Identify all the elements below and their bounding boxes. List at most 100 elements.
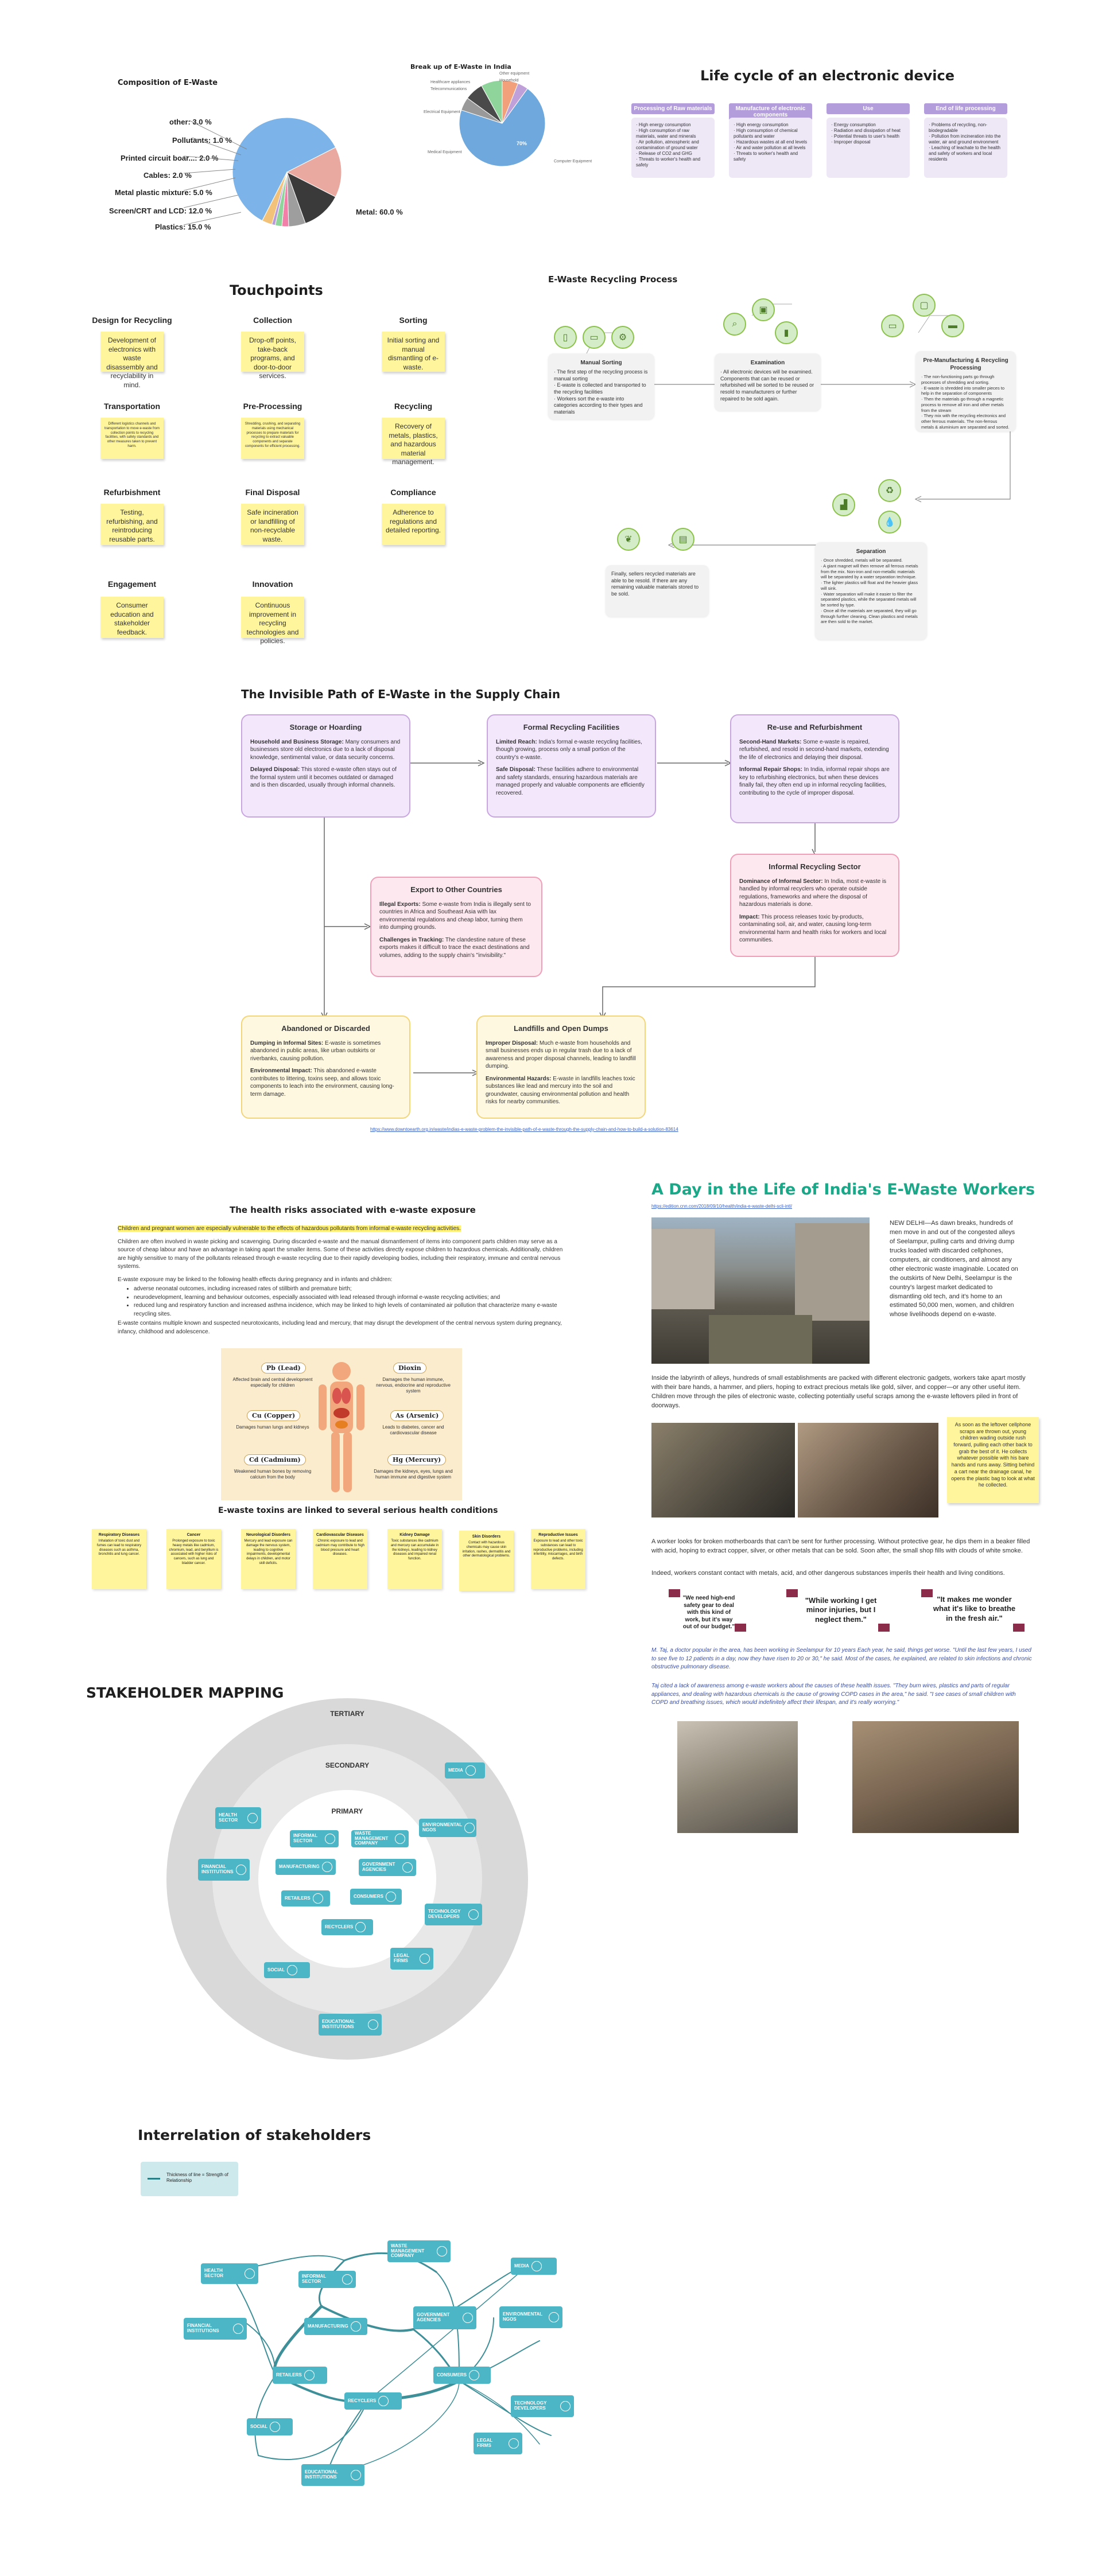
health-title: The health risks associated with e-waste… <box>230 1205 476 1215</box>
inter-env-ngos[interactable]: ENVIRONMENTAL NGOS <box>499 2306 562 2328</box>
article-title: A Day in the Life of India's E-Waste Wor… <box>651 1181 1035 1198</box>
supply-chain-source-link[interactable]: https://www.downtoearth.org.in/waste/ind… <box>370 1127 678 1132</box>
sk-legal-firms[interactable]: LEGAL FIRMS <box>390 1948 433 1970</box>
sc-formal-title: Formal Recycling Facilities <box>523 723 620 731</box>
sk-financial[interactable]: FINANCIAL INSTITUTIONS <box>198 1859 250 1881</box>
sk-consumers[interactable]: CONSUMERS <box>350 1889 402 1905</box>
tp-note-0: Development of electronics with waste di… <box>100 332 164 389</box>
process-body-4: Finally, sellers recycled materials are … <box>611 571 699 597</box>
bin-icon <box>395 1834 405 1844</box>
india-label-6: Computer Equipment <box>554 159 592 164</box>
school-icon <box>351 2470 361 2480</box>
box-icon: ▤ <box>672 528 694 551</box>
process-separation: Separation · Once shredded, metals will b… <box>815 542 927 640</box>
toxins-panel: Pb (Lead) Affected brain and central dev… <box>221 1348 462 1500</box>
toxin-name-4: Cd (Cadmium) <box>244 1454 306 1465</box>
tp-note-10: Continuous improvement in recycling tech… <box>241 597 304 645</box>
tp-note-9: Consumer education and stakeholder feedb… <box>100 597 164 638</box>
inter-educational[interactable]: EDUCATIONAL INSTITUTIONS <box>301 2464 364 2486</box>
ewaste-pie-slice-7 <box>262 172 288 225</box>
sc-informal-box: Informal Recycling Sector Dominance of I… <box>730 854 899 957</box>
sk-informal-sector[interactable]: INFORMAL SECTOR <box>290 1830 339 1847</box>
condition-note-5: Skin Disorders Contact with hazardous che… <box>459 1531 514 1591</box>
stakeholder-rings <box>166 1698 528 2060</box>
inter-consumers[interactable]: CONSUMERS <box>433 2367 491 2384</box>
sk-educational[interactable]: EDUCATIONAL INSTITUTIONS <box>319 2014 382 2036</box>
inter-media[interactable]: MEDIA <box>511 2258 557 2275</box>
process-body-2: · The non-functioning parts go through p… <box>921 374 1010 430</box>
pie-label-other: other: 3.0 % <box>169 118 212 126</box>
scale-icon <box>509 2438 519 2449</box>
school-icon <box>368 2019 378 2030</box>
article-para2: Inside the labyrinth of alleys, hundreds… <box>651 1375 1026 1409</box>
chip-icon <box>560 2401 571 2411</box>
factory-icon: ▟ <box>832 493 855 516</box>
lifecycle-body-2: · Energy consumption · Radiation and dis… <box>826 118 910 178</box>
inter-legal-firms[interactable]: LEGAL FIRMS <box>474 2433 522 2454</box>
sk-media[interactable]: MEDIA <box>445 1762 485 1779</box>
sk-waste-management[interactable]: WASTE MANAGEMENT COMPANY <box>351 1830 409 1847</box>
sc-formal-p2: These facilities adhere to environmental… <box>496 766 645 796</box>
health-conditions-title: E-waste toxins are linked to several ser… <box>218 1506 498 1515</box>
inter-health-sector[interactable]: HEALTH SECTOR <box>201 2263 258 2284</box>
process-title-2: Pre-Manufacturing & Recycling Processing <box>923 357 1008 371</box>
building-icon <box>402 1862 413 1873</box>
magnifier-icon: ⌕ <box>723 313 746 336</box>
health-bullet-0: adverse neonatal outcomes, including inc… <box>134 1285 565 1294</box>
bin-icon <box>437 2246 447 2256</box>
recycle-icon <box>355 1922 366 1932</box>
quote-mark-icon <box>735 1624 746 1632</box>
toxin-name-0: Pb (Lead) <box>261 1363 306 1373</box>
india-label-1: Household <box>499 79 519 83</box>
sc-formal-p1: India's formal e-waste recycling facilit… <box>496 738 642 761</box>
sc-storage-title: Storage or Hoarding <box>289 723 362 731</box>
sc-landfill-p2: E-waste in landfills leaches toxic subst… <box>486 1075 635 1106</box>
sc-landfill-box: Landfills and Open Dumps Improper Dispos… <box>476 1015 646 1119</box>
inter-waste-management[interactable]: WASTE MANAGEMENT COMPANY <box>387 2240 451 2262</box>
leaf-icon: ❦ <box>617 528 640 551</box>
pie-label-mpm: Metal plastic mixture: 5.0 % <box>115 188 212 197</box>
sk-retailers[interactable]: RETAILERS <box>281 1890 330 1906</box>
computer-icon: ▭ <box>881 314 904 337</box>
article-para6: Taj cited a lack of awareness among e-wa… <box>651 1683 1016 1706</box>
process-manual-sorting: Manual Sorting · The first step of the re… <box>548 353 654 419</box>
toxin-desc-5: Damages the kidneys, eyes, lungs and hum… <box>374 1469 453 1480</box>
article-link[interactable]: https://edition.cnn.com/2018/09/10/healt… <box>651 1204 793 1209</box>
inter-informal-sector[interactable]: INFORMAL SECTOR <box>298 2271 356 2288</box>
chip-icon <box>468 1909 479 1920</box>
recycling-title: E-Waste Recycling Process <box>548 274 678 285</box>
inter-recyclers[interactable]: RECYCLERS <box>344 2392 402 2410</box>
person-icon <box>469 2370 480 2380</box>
sc-storage-box: Storage or Hoarding Household and Busine… <box>241 714 410 818</box>
pie-label-screen: Screen/CRT and LCD: 12.0 % <box>109 207 212 215</box>
sc-export-p1: Some e-waste from India is illegally sen… <box>379 901 531 931</box>
leaf-icon <box>464 1823 475 1833</box>
inter-tech-developers[interactable]: TECHNOLOGY DEVELOPERS <box>511 2395 574 2417</box>
laptop-icon: ▭ <box>583 326 606 349</box>
inter-financial[interactable]: FINANCIAL INSTITUTIONS <box>184 2318 247 2340</box>
sc-export-title: Export to Other Countries <box>410 885 502 894</box>
tp-note-6: Testing, refurbishing, and reintroducing… <box>100 504 164 545</box>
inter-retailers[interactable]: RETAILERS <box>273 2367 327 2384</box>
sk-health-sector[interactable]: HEALTH SECTOR <box>215 1807 261 1829</box>
inter-manufacturing[interactable]: MANUFACTURING <box>304 2318 367 2335</box>
group-icon <box>342 2274 352 2285</box>
sk-recyclers[interactable]: RECYCLERS <box>321 1919 373 1935</box>
ring-label-tertiary: TERTIARY <box>330 1710 364 1718</box>
battery-icon: ▮ <box>775 321 798 344</box>
sk-government[interactable]: GOVERNMENT AGENCIES <box>359 1859 416 1876</box>
sc-reuse-p1-label: Second-Hand Markets: <box>739 738 802 745</box>
sk-social[interactable]: SOCIAL <box>264 1962 310 1978</box>
article-para5: M. Taj, a doctor popular in the area, ha… <box>651 1647 1032 1670</box>
toxin-name-2: Cu (Copper) <box>247 1410 301 1421</box>
sk-env-ngos[interactable]: ENVIRONMENTAL NGOS <box>419 1819 476 1837</box>
pie-leader-lines <box>184 120 247 225</box>
scale-icon <box>420 1954 430 1964</box>
process-title-0: Manual Sorting <box>580 360 622 366</box>
sk-manufacturing[interactable]: MANUFACTURING <box>276 1859 336 1875</box>
process-title-3: Separation <box>856 548 886 555</box>
article-quote-2: "It makes me wonder what it's like to br… <box>933 1595 1016 1622</box>
sk-tech-developers[interactable]: TECHNOLOGY DEVELOPERS <box>425 1904 482 1925</box>
inter-government[interactable]: GOVERNMENT AGENCIES <box>413 2306 476 2329</box>
inter-social[interactable]: SOCIAL <box>247 2418 293 2435</box>
